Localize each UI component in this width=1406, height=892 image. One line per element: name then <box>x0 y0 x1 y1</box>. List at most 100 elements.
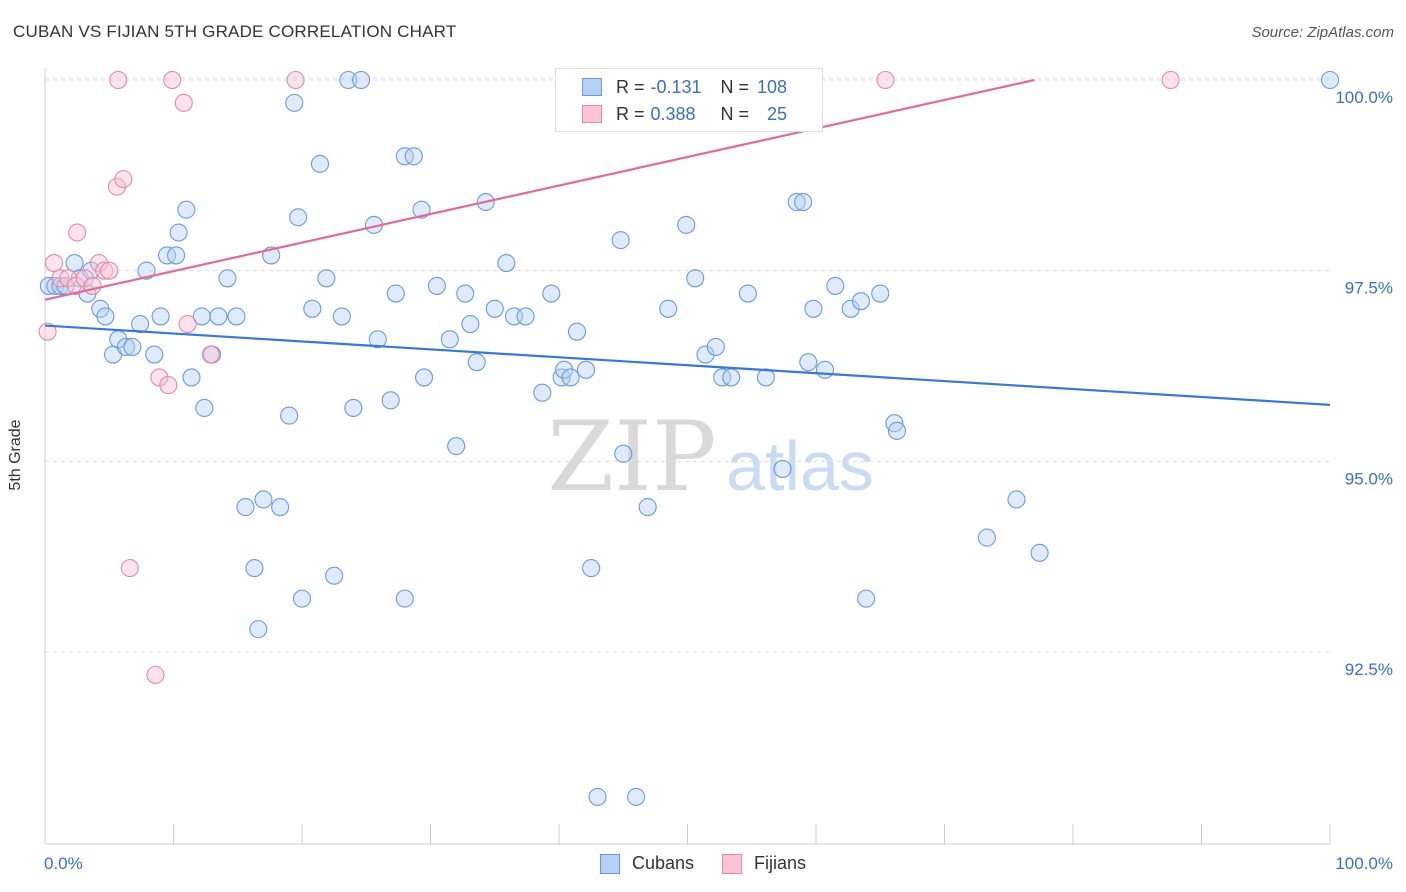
cuban-point <box>659 299 678 318</box>
cuban-point <box>182 368 201 387</box>
y-tick-label: 92.5% <box>1345 660 1393 679</box>
cuban-point <box>82 261 101 280</box>
y-tick-label: 95.0% <box>1345 469 1393 488</box>
axes <box>44 68 1331 845</box>
fijian-trend-line <box>44 78 1035 301</box>
cuban-point <box>1030 543 1049 562</box>
cuban-point <box>440 330 459 349</box>
cuban-point <box>467 353 486 372</box>
series-label-cubans: Cubans <box>631 853 695 873</box>
fijian-point <box>159 376 178 395</box>
cuban-point <box>177 200 196 219</box>
legend-r-label: R = <box>616 103 645 124</box>
cuban-point <box>381 391 400 410</box>
cuban-point <box>627 787 646 806</box>
cuban-point <box>303 299 322 318</box>
cuban-point <box>799 353 818 372</box>
x-tick-label: 0.0% <box>44 854 83 873</box>
cuban-point <box>227 307 246 326</box>
cuban-point <box>344 398 363 417</box>
cuban-point <box>386 284 405 303</box>
legend-swatch-cubans <box>582 78 602 96</box>
series-legend-cubans[interactable]: Cubans <box>599 853 695 874</box>
cuban-point <box>533 383 552 402</box>
fijian-point <box>146 665 165 684</box>
cuban-point <box>461 315 480 334</box>
cuban-point <box>561 368 580 387</box>
cuban-point <box>447 437 466 456</box>
legend-n-value: 25 <box>767 103 788 124</box>
series-legend-fijians[interactable]: Fijians <box>722 853 806 874</box>
cuban-point <box>131 315 150 334</box>
cuban-point <box>1007 490 1026 509</box>
fijian-point <box>107 177 127 196</box>
cuban-point <box>65 253 84 273</box>
cuban-point <box>332 307 351 326</box>
cuban-point <box>456 284 475 303</box>
cuban-point <box>804 299 823 318</box>
legend-row-cubans: R = -0.131 N = 108 <box>582 74 787 100</box>
cuban-point <box>310 154 330 173</box>
cuban-point <box>352 70 371 90</box>
cuban-point <box>116 337 136 356</box>
cuban-point <box>542 284 561 303</box>
watermark: ZIP atlas <box>547 401 874 513</box>
chart-title: CUBAN VS FIJIAN 5TH GRADE CORRELATION CH… <box>13 22 457 41</box>
legend-r-label: R = <box>616 76 645 97</box>
cuban-point <box>567 322 587 341</box>
fijian-point <box>201 345 220 364</box>
cuban-point <box>857 589 876 608</box>
cuban-point <box>325 566 344 585</box>
fijian-point <box>95 261 114 280</box>
cuban-point <box>794 192 813 212</box>
cuban-point <box>871 284 890 303</box>
cuban-point <box>285 93 304 112</box>
legend-r-value: -0.131 <box>650 76 702 97</box>
cuban-point <box>677 215 696 234</box>
cuban-point <box>1320 70 1340 90</box>
cuban-point <box>96 307 115 326</box>
fijian-point <box>75 269 94 288</box>
legend-row-fijians: R = 0.388 N = 25 <box>582 101 787 127</box>
fijian-point <box>51 269 70 288</box>
cuban-point <box>815 360 835 379</box>
y-tick-label: 100.0% <box>1335 88 1393 107</box>
x-tick-label: 100.0% <box>1335 854 1393 873</box>
legend-swatch-fijians <box>582 105 602 123</box>
cuban-point <box>588 787 607 806</box>
cuban-point <box>195 398 214 417</box>
cuban-point <box>738 284 757 303</box>
cuban-point <box>516 307 535 326</box>
fijian-point <box>44 253 64 273</box>
cuban-point <box>292 589 312 608</box>
fijian-point <box>38 322 57 341</box>
cuban-point <box>395 589 414 608</box>
watermark-zip: ZIP <box>547 401 716 513</box>
cuban-point <box>236 498 255 517</box>
cuban-point <box>582 559 601 578</box>
trend-lines <box>44 78 1331 406</box>
series-label-fijians: Fijians <box>754 853 807 873</box>
cuban-point <box>696 345 715 364</box>
fijian-point <box>163 70 182 90</box>
stats-legend: R = -0.131 N = 108 R = 0.388 N = 25 <box>555 68 823 132</box>
cuban-point <box>280 406 299 425</box>
data-points <box>38 70 1340 806</box>
cuban-point <box>415 368 434 387</box>
cuban-point <box>218 269 237 288</box>
cuban-point <box>638 498 657 517</box>
cuban-point <box>368 330 387 349</box>
cuban-point <box>826 276 845 295</box>
cuban-point <box>756 368 775 387</box>
series-swatch-cubans <box>599 853 620 874</box>
watermark-atlas: atlas <box>726 427 874 505</box>
fijian-point <box>286 70 305 90</box>
cuban-point <box>254 490 273 509</box>
fijian-point <box>174 93 193 112</box>
legend-n-label: N = <box>720 76 750 97</box>
fijian-point <box>178 315 197 334</box>
cuban-point <box>123 337 142 356</box>
cuban-point <box>339 70 358 90</box>
cuban-point <box>611 231 630 250</box>
